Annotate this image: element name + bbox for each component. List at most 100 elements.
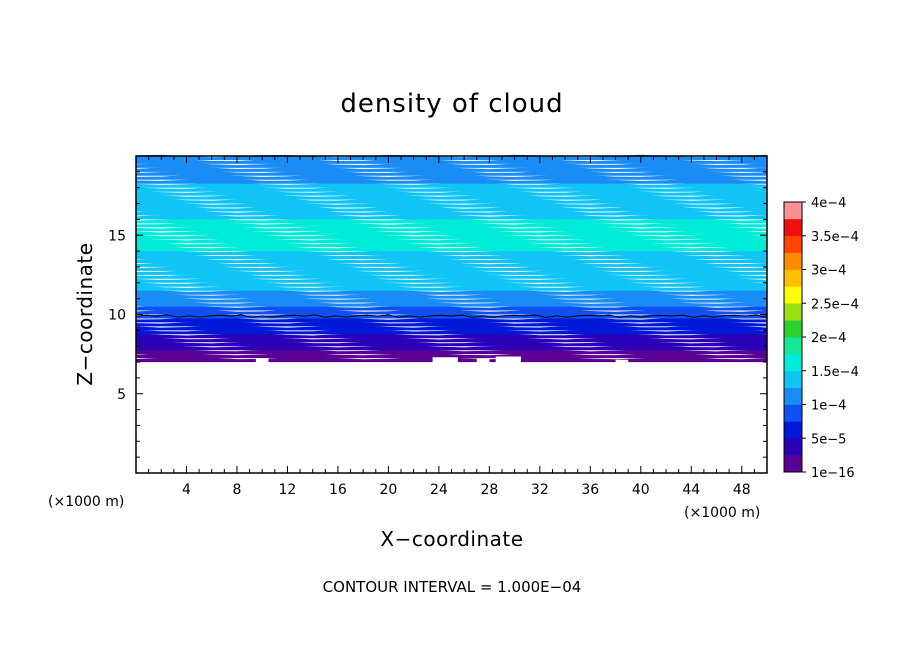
density-band [136, 257, 767, 263]
plot-area [135, 154, 768, 474]
density-band [136, 230, 767, 236]
colorbar-label: 2e−4 [811, 331, 846, 346]
density-band [136, 293, 767, 299]
y-axis: 5 10 15 [108, 171, 767, 458]
density-band [136, 166, 767, 172]
colorbar-swatch [784, 404, 802, 422]
density-band [136, 174, 767, 180]
density-band [136, 345, 767, 351]
colorbar-swatch [784, 218, 802, 237]
density-band [136, 198, 767, 204]
density-band [136, 289, 767, 295]
density-band [136, 238, 767, 244]
colorbar-label: 3e−4 [811, 264, 846, 279]
density-band [136, 242, 767, 248]
colorbar-swatch [784, 252, 802, 270]
density-band [136, 333, 767, 339]
density-band [136, 234, 767, 240]
y-axis-label: Z−coordinate [73, 242, 97, 385]
density-band [136, 214, 767, 220]
density-band [136, 182, 767, 188]
x-axis: 4 8 12 16 20 24 28 32 36 40 44 48 [148, 156, 755, 498]
colorbar-swatch [784, 353, 802, 372]
x-tick-label: 12 [279, 482, 297, 498]
x-unit-left: (×1000 m) [48, 494, 124, 510]
density-band [136, 158, 767, 164]
y-tick-label: 10 [108, 308, 126, 324]
x-tick-label: 20 [379, 482, 397, 498]
density-band [136, 349, 767, 355]
x-tick-label: 36 [581, 482, 599, 498]
colorbar: 4e−4 3.5e−4 3e−4 2.5e−4 2e−4 1.5e−4 1e−4 5e−5 1e… [783, 196, 859, 481]
colorbar-swatch [784, 286, 802, 304]
density-band [136, 222, 767, 228]
density-band [136, 178, 767, 184]
density-band [136, 281, 767, 287]
density-band [136, 337, 767, 343]
colorbar-label: 1e−16 [811, 466, 855, 481]
cloud-base-edge [136, 356, 767, 473]
x-tick-label: 24 [430, 482, 448, 498]
chart-title: density of cloud [340, 89, 563, 119]
colorbar-swatch [784, 320, 802, 338]
colorbar-label: 5e−5 [811, 432, 846, 447]
density-band [136, 218, 767, 224]
density-band [136, 269, 767, 275]
colorbar-swatch [784, 269, 802, 287]
x-tick-label: 4 [182, 482, 191, 498]
x-tick-label: 28 [480, 482, 498, 498]
x-tick-label: 48 [733, 482, 751, 498]
density-band [136, 170, 767, 176]
colorbar-swatch [784, 387, 802, 405]
colorbar-swatch [784, 455, 802, 473]
density-band [136, 277, 767, 283]
density-band [136, 329, 767, 335]
colorbar-swatch [784, 438, 802, 456]
y-tick-label: 15 [108, 228, 126, 244]
colorbar-label: 1.5e−4 [811, 365, 859, 380]
density-band [136, 253, 767, 259]
density-band [136, 321, 767, 327]
density-band [136, 249, 767, 256]
density-band [136, 265, 767, 271]
density-band [136, 325, 767, 331]
colorbar-swatch [784, 235, 802, 253]
density-band [136, 245, 767, 252]
density-band [136, 285, 767, 291]
x-tick-label: 8 [232, 482, 241, 498]
colorbar-swatch [784, 303, 802, 321]
density-band [136, 301, 767, 307]
density-band [136, 352, 767, 359]
x-tick-label: 44 [682, 482, 700, 498]
density-band [136, 317, 767, 323]
colorbar-label: 4e−4 [811, 196, 846, 211]
colorbar-label: 1e−4 [811, 399, 846, 414]
x-tick-label: 40 [632, 482, 650, 498]
density-band [136, 190, 767, 196]
x-unit-right: (×1000 m) [684, 505, 760, 521]
density-band [136, 273, 767, 279]
colorbar-swatch [784, 370, 802, 388]
density-band [136, 194, 767, 200]
x-tick-label: 32 [531, 482, 549, 498]
density-band [136, 202, 767, 208]
contour-interval-note: CONTOUR INTERVAL = 1.000E−04 [323, 578, 582, 596]
colorbar-swatch [784, 337, 802, 355]
density-band [136, 305, 767, 311]
density-band [136, 297, 767, 303]
x-axis-label: X−coordinate [380, 527, 523, 551]
density-band [136, 261, 767, 267]
y-tick-label: 5 [117, 387, 126, 403]
density-band [136, 206, 767, 212]
colorbar-swatch [784, 202, 802, 220]
density-band [136, 186, 767, 192]
colorbar-label: 2.5e−4 [811, 297, 859, 312]
colorbar-label: 3.5e−4 [811, 230, 859, 245]
density-band [136, 162, 767, 168]
colorbar-swatch [784, 421, 802, 439]
density-band [136, 210, 767, 216]
density-band [136, 341, 767, 347]
contour-line [135, 314, 768, 318]
